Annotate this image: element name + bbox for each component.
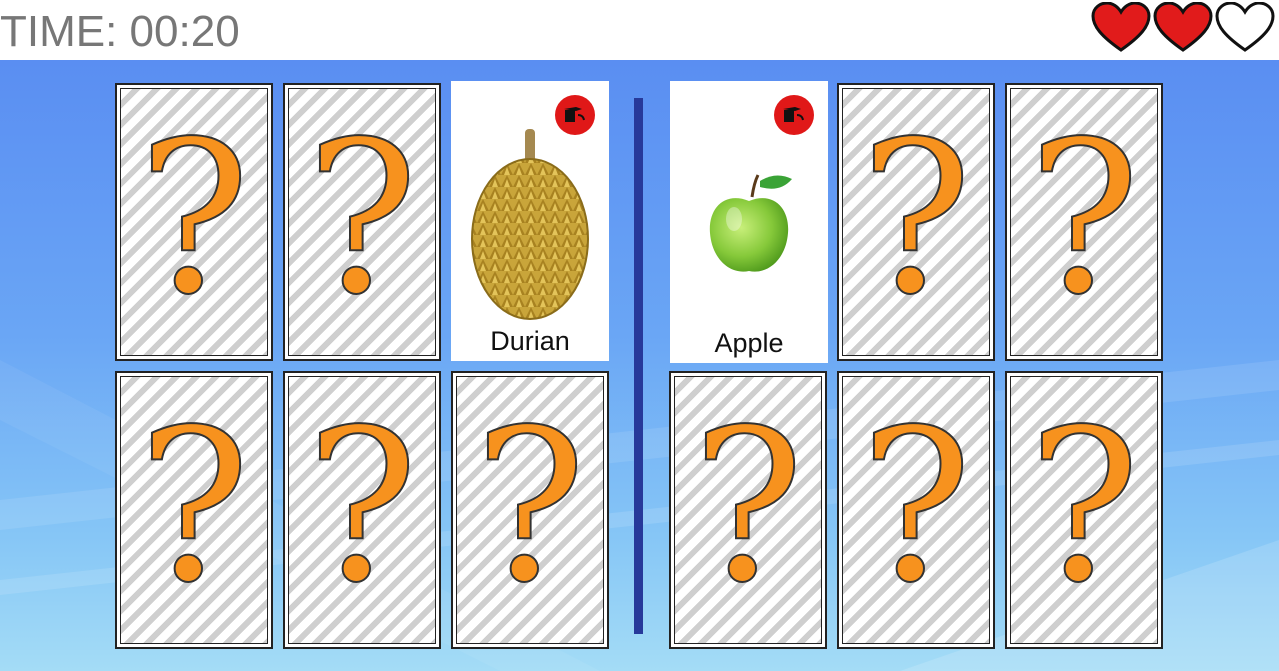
memory-card-hidden[interactable]: ?	[837, 371, 995, 649]
card-back-pattern: ?	[120, 376, 268, 644]
memory-card-hidden[interactable]: ?	[1005, 371, 1163, 649]
sound-badge-icon[interactable]	[555, 95, 595, 135]
question-mark-icon: ?	[1027, 96, 1142, 341]
heart-full-icon	[1153, 2, 1213, 54]
memory-card-hidden[interactable]: ?	[1005, 83, 1163, 361]
card-back-pattern: ?	[674, 376, 822, 644]
heart-empty-icon	[1215, 2, 1275, 54]
card-back-pattern: ?	[842, 376, 990, 644]
card-back-pattern: ?	[288, 88, 436, 356]
question-mark-icon: ?	[305, 384, 420, 629]
card-back-pattern: ?	[1010, 88, 1158, 356]
question-mark-icon: ?	[137, 96, 252, 341]
question-mark-icon: ?	[859, 384, 974, 629]
timer-label: TIME: 00:20	[0, 7, 240, 56]
top-bar: TIME: 00:20	[0, 0, 1279, 60]
question-mark-icon: ?	[859, 96, 974, 341]
durian-icon	[451, 127, 609, 327]
card-back-pattern: ?	[842, 88, 990, 356]
card-back-pattern: ?	[120, 88, 268, 356]
memory-card-hidden[interactable]: ?	[669, 371, 827, 649]
apple-icon	[670, 173, 828, 283]
heart-full-icon	[1091, 2, 1151, 54]
memory-card-hidden[interactable]: ?	[283, 83, 441, 361]
memory-card-hidden[interactable]: ?	[283, 371, 441, 649]
card-back-pattern: ?	[456, 376, 604, 644]
card-label: Durian	[490, 326, 570, 356]
board-divider	[634, 98, 643, 634]
sound-badge-icon[interactable]	[774, 95, 814, 135]
memory-card-revealed-apple[interactable]: Apple	[670, 81, 828, 363]
question-mark-icon: ?	[137, 384, 252, 629]
memory-card-hidden[interactable]: ?	[451, 371, 609, 649]
question-mark-icon: ?	[1027, 384, 1142, 629]
card-label: Apple	[714, 328, 784, 358]
memory-card-hidden[interactable]: ?	[115, 83, 273, 361]
card-back-pattern: ?	[1010, 376, 1158, 644]
memory-card-hidden[interactable]: ?	[837, 83, 995, 361]
memory-card-hidden[interactable]: ?	[115, 371, 273, 649]
game-board: ? ? Durian	[0, 60, 1279, 671]
question-mark-icon: ?	[473, 384, 588, 629]
question-mark-icon: ?	[691, 384, 806, 629]
card-back-pattern: ?	[288, 376, 436, 644]
question-mark-icon: ?	[305, 96, 420, 341]
lives-indicator	[1091, 2, 1275, 54]
memory-card-revealed-durian[interactable]: Durian	[451, 81, 609, 361]
